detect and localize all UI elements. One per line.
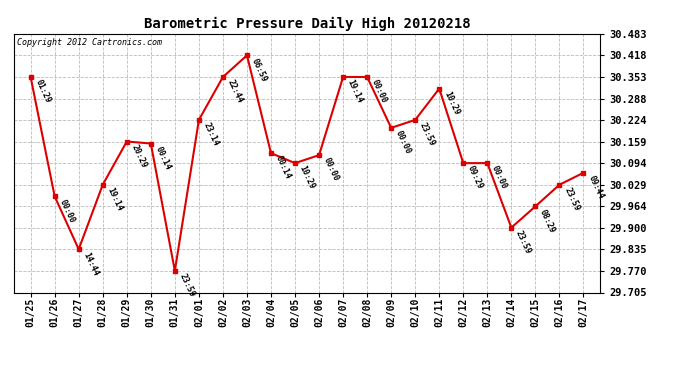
Text: 00:00: 00:00 [322, 156, 341, 183]
Text: 10:29: 10:29 [298, 165, 317, 191]
Text: 23:59: 23:59 [562, 186, 581, 213]
Text: 01:29: 01:29 [33, 78, 52, 105]
Text: 23:14: 23:14 [201, 121, 220, 148]
Text: 10:29: 10:29 [442, 90, 461, 117]
Text: 00:00: 00:00 [370, 78, 388, 105]
Text: 23:59: 23:59 [514, 229, 533, 255]
Text: 00:00: 00:00 [394, 129, 413, 156]
Text: 00:14: 00:14 [274, 154, 293, 181]
Text: 23:59: 23:59 [177, 272, 197, 299]
Text: 09:44: 09:44 [586, 174, 605, 201]
Text: 08:29: 08:29 [538, 208, 557, 234]
Text: 00:14: 00:14 [154, 145, 172, 171]
Text: 20:29: 20:29 [130, 143, 148, 170]
Text: 06:59: 06:59 [250, 57, 268, 83]
Text: 00:00: 00:00 [490, 165, 509, 191]
Text: Copyright 2012 Cartronics.com: Copyright 2012 Cartronics.com [17, 38, 161, 46]
Text: 14:44: 14:44 [81, 251, 100, 277]
Text: 19:14: 19:14 [106, 186, 124, 213]
Text: 22:44: 22:44 [226, 78, 244, 105]
Text: 19:14: 19:14 [346, 78, 364, 105]
Title: Barometric Pressure Daily High 20120218: Barometric Pressure Daily High 20120218 [144, 17, 471, 31]
Text: 23:59: 23:59 [418, 121, 437, 148]
Text: 00:00: 00:00 [57, 198, 76, 224]
Text: 09:29: 09:29 [466, 165, 485, 191]
